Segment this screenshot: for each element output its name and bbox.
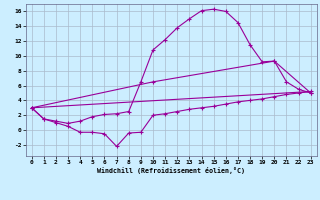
X-axis label: Windchill (Refroidissement éolien,°C): Windchill (Refroidissement éolien,°C) xyxy=(97,167,245,174)
